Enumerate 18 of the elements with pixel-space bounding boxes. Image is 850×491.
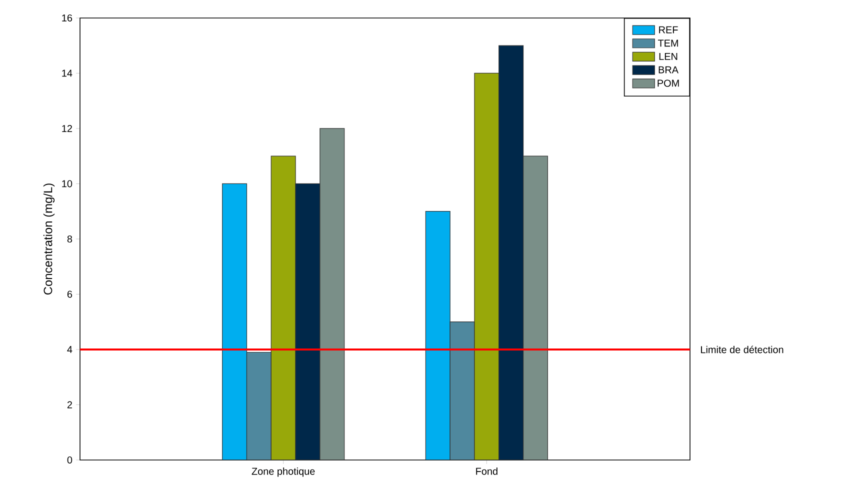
legend-label: REF bbox=[659, 26, 678, 34]
y-tick-label: 8 bbox=[67, 235, 72, 243]
y-tick-label: 12 bbox=[62, 125, 72, 132]
y-tick-label: 2 bbox=[67, 401, 72, 408]
x-tick-label: Fond bbox=[476, 468, 498, 475]
y-tick-label: 0 bbox=[67, 456, 72, 464]
x-tick-label: Zone photique bbox=[252, 468, 315, 477]
y-tick-label: 16 bbox=[62, 14, 72, 22]
y-tick-label: 14 bbox=[62, 70, 72, 77]
y-tick-label: 6 bbox=[67, 290, 72, 298]
y-tick-label: 10 bbox=[62, 180, 72, 188]
legend-label: LEN bbox=[659, 53, 678, 60]
ref-line-label: Limite de détection bbox=[701, 346, 784, 354]
y-tick-label: 4 bbox=[67, 346, 72, 353]
y-axis-title: Concentration (mg/L) bbox=[43, 184, 55, 295]
legend-label: TEM bbox=[658, 40, 678, 47]
legend-label: BRA bbox=[658, 66, 678, 74]
legend-label: POM bbox=[658, 80, 679, 87]
